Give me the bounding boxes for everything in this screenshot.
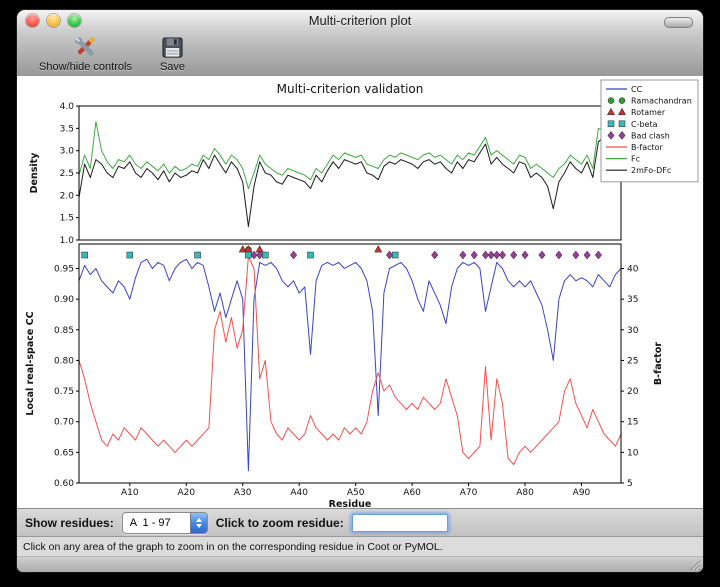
multi-criterion-figure[interactable]: Multi-criterion validation 1.0 1.5 2.0 2.5 3.… (17, 76, 703, 510)
window-title: Multi-criterion plot (308, 13, 412, 28)
zoom-residue-label: Click to zoom residue: (215, 515, 344, 530)
zoom-residue-input[interactable] (351, 513, 448, 532)
svg-text:A20: A20 (177, 488, 195, 498)
show-hide-controls-button[interactable]: Show/hide controls (31, 32, 140, 73)
minimize-button[interactable] (47, 14, 60, 27)
svg-text:2.0: 2.0 (60, 191, 75, 201)
svg-text:40: 40 (627, 265, 639, 275)
stepper-icon[interactable] (189, 512, 207, 533)
svg-text:B-factor: B-factor (653, 342, 664, 385)
svg-text:0.65: 0.65 (54, 448, 74, 458)
svg-text:Bad clash: Bad clash (631, 131, 670, 140)
controls-bar: Show residues: A 1 - 97 Click to zoom re… (17, 508, 703, 536)
svg-text:Residue: Residue (329, 499, 372, 508)
svg-text:5: 5 (627, 479, 633, 489)
svg-text:A90: A90 (573, 488, 591, 498)
svg-text:C-beta: C-beta (631, 120, 658, 129)
toolbar-toggle-button[interactable] (664, 17, 693, 28)
svg-text:A60: A60 (403, 488, 421, 498)
svg-text:15: 15 (627, 418, 638, 428)
svg-text:Rotamer: Rotamer (631, 108, 666, 117)
svg-text:0.70: 0.70 (54, 418, 74, 428)
svg-text:A10: A10 (121, 488, 139, 498)
svg-text:2mFo-DFc: 2mFo-DFc (631, 166, 671, 175)
svg-text:Density: Density (29, 152, 40, 194)
svg-text:Fc: Fc (631, 155, 640, 164)
status-text: Click on any area of the graph to zoom i… (23, 540, 443, 553)
svg-text:3.0: 3.0 (60, 147, 75, 157)
svg-text:0.95: 0.95 (54, 265, 74, 275)
svg-text:30: 30 (627, 326, 639, 336)
status-bar: Click on any area of the graph to zoom i… (17, 536, 703, 556)
titlebar[interactable]: Multi-criterion plot (17, 10, 703, 32)
svg-text:0.60: 0.60 (54, 479, 74, 489)
resize-grip[interactable] (688, 558, 701, 571)
svg-text:A30: A30 (234, 488, 252, 498)
figure-area: Multi-criterion validation 1.0 1.5 2.0 2.5 3.… (17, 76, 703, 510)
svg-text:A50: A50 (347, 488, 365, 498)
window-header: Multi-criterion plot (17, 10, 703, 77)
svg-text:1.0: 1.0 (60, 236, 75, 246)
svg-text:25: 25 (627, 356, 638, 366)
save-button[interactable]: Save (152, 32, 193, 73)
close-button[interactable] (26, 14, 39, 27)
svg-text:Ramachandran: Ramachandran (631, 97, 692, 106)
svg-text:A70: A70 (460, 488, 478, 498)
svg-text:0.90: 0.90 (54, 295, 74, 305)
svg-text:3.5: 3.5 (60, 124, 74, 134)
svg-text:A40: A40 (290, 488, 308, 498)
residue-range-select[interactable]: A 1 - 97 (121, 511, 208, 534)
tools-icon (72, 34, 98, 60)
svg-text:4.0: 4.0 (60, 102, 75, 112)
svg-text:Local real-space CC: Local real-space CC (25, 311, 36, 415)
svg-text:0.85: 0.85 (54, 326, 74, 336)
svg-text:B-factor: B-factor (631, 143, 664, 152)
svg-text:A80: A80 (516, 488, 534, 498)
show-hide-controls-label: Show/hide controls (39, 61, 132, 73)
svg-text:0.80: 0.80 (54, 356, 74, 366)
svg-text:Multi-criterion validation: Multi-criterion validation (277, 82, 424, 96)
multi-criterion-plot-window: Multi-criterion plot (17, 10, 703, 572)
toolbar: Show/hide controls Save (17, 32, 193, 76)
bottom-strip (17, 556, 703, 572)
residue-range-value: A 1 - 97 (129, 516, 171, 529)
svg-text:20: 20 (627, 387, 639, 397)
svg-text:0.75: 0.75 (54, 387, 74, 397)
svg-text:10: 10 (627, 448, 639, 458)
show-residues-label: Show residues: (25, 515, 114, 530)
svg-text:2.5: 2.5 (60, 169, 74, 179)
svg-text:1.5: 1.5 (60, 214, 74, 224)
save-label: Save (159, 61, 186, 73)
svg-text:CC: CC (631, 85, 643, 94)
svg-text:35: 35 (627, 295, 638, 305)
save-floppy-icon (161, 34, 184, 60)
zoom-button[interactable] (68, 14, 81, 27)
